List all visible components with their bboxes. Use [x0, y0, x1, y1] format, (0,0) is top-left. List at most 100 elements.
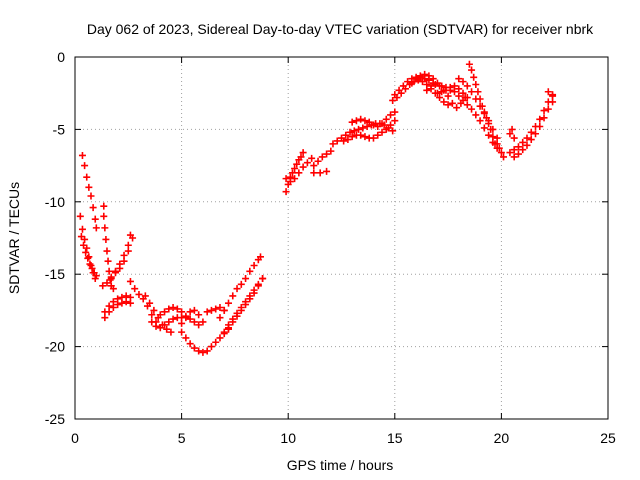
data-point: [523, 141, 531, 149]
y-tick-label: -25: [45, 411, 65, 427]
data-series-arc1: [78, 151, 100, 232]
data-point: [374, 123, 382, 131]
data-point: [242, 301, 250, 309]
data-point: [124, 247, 132, 255]
data-point: [463, 101, 471, 109]
data-point: [116, 264, 124, 272]
data-point: [85, 253, 93, 261]
data-point: [436, 82, 444, 90]
data-point: [523, 134, 531, 142]
data-series-arc8: [101, 298, 134, 322]
data-point: [393, 94, 401, 102]
data-point: [126, 299, 134, 307]
data-point: [329, 140, 337, 148]
data-point: [401, 85, 409, 93]
data-point: [482, 114, 490, 122]
data-point: [229, 318, 237, 326]
data-point: [212, 338, 220, 346]
data-point: [163, 325, 171, 333]
data-point: [448, 99, 456, 107]
data-point: [233, 285, 241, 293]
data-point: [250, 262, 258, 270]
x-tick-label: 10: [280, 430, 296, 446]
x-tick-label: 25: [600, 430, 616, 446]
data-point: [506, 130, 514, 138]
data-point: [216, 334, 224, 342]
data-point: [455, 85, 463, 93]
data-point: [361, 133, 369, 141]
data-point: [212, 305, 220, 313]
data-point: [148, 318, 156, 326]
data-series-arc6: [107, 234, 137, 281]
data-point: [293, 160, 301, 168]
data-point: [487, 125, 495, 133]
data-point: [291, 164, 299, 172]
data-point: [242, 275, 250, 283]
data-point: [446, 86, 454, 94]
data-point: [506, 149, 514, 157]
data-point: [105, 308, 113, 316]
data-point: [382, 115, 390, 123]
data-point: [77, 233, 85, 241]
data-point: [105, 267, 113, 275]
data-point: [474, 88, 482, 96]
data-point: [436, 94, 444, 102]
data-point: [107, 273, 115, 281]
data-point: [233, 312, 241, 320]
data-point: [355, 125, 363, 133]
data-series-arc22: [310, 167, 331, 177]
data-point: [178, 328, 186, 336]
data-point: [438, 88, 446, 96]
data-point: [378, 128, 386, 136]
data-point: [225, 324, 233, 332]
data-point: [199, 318, 207, 326]
data-point: [455, 92, 463, 100]
data-point: [282, 175, 290, 183]
data-point: [342, 131, 350, 139]
data-point: [156, 324, 164, 332]
data-point: [182, 334, 190, 342]
data-point: [291, 175, 299, 183]
data-series-arc34: [506, 91, 557, 157]
data-point: [352, 117, 360, 125]
x-tick-label: 0: [71, 430, 79, 446]
data-point: [412, 75, 420, 83]
data-point: [80, 241, 88, 249]
data-point: [254, 282, 262, 290]
data-point: [99, 282, 107, 290]
data-point: [378, 120, 386, 128]
data-point: [303, 159, 311, 167]
data-point: [346, 128, 354, 136]
data-point: [146, 299, 154, 307]
data-point: [167, 328, 175, 336]
data-point: [419, 78, 427, 86]
data-series-arc36: [506, 88, 557, 142]
data-point: [421, 70, 429, 78]
data-point: [440, 98, 448, 106]
data-point: [382, 125, 390, 133]
data-point: [141, 292, 149, 300]
data-point: [361, 117, 369, 125]
data-point: [431, 81, 439, 89]
data-point: [427, 82, 435, 90]
data-point: [323, 167, 331, 175]
data-point: [459, 78, 467, 86]
data-point: [459, 96, 467, 104]
data-point: [493, 140, 501, 148]
data-point: [470, 73, 478, 81]
data-point: [536, 115, 544, 123]
data-point: [297, 153, 305, 161]
data-point: [495, 144, 503, 152]
data-point: [323, 150, 331, 158]
data-point: [314, 157, 322, 165]
data-point: [109, 304, 117, 312]
data-point: [527, 128, 535, 136]
data-point: [207, 306, 215, 314]
data-point: [100, 202, 108, 210]
data-point: [544, 105, 552, 113]
data-point: [485, 131, 493, 139]
data-point: [229, 292, 237, 300]
y-tick-label: -15: [45, 266, 65, 282]
data-point: [102, 235, 110, 243]
